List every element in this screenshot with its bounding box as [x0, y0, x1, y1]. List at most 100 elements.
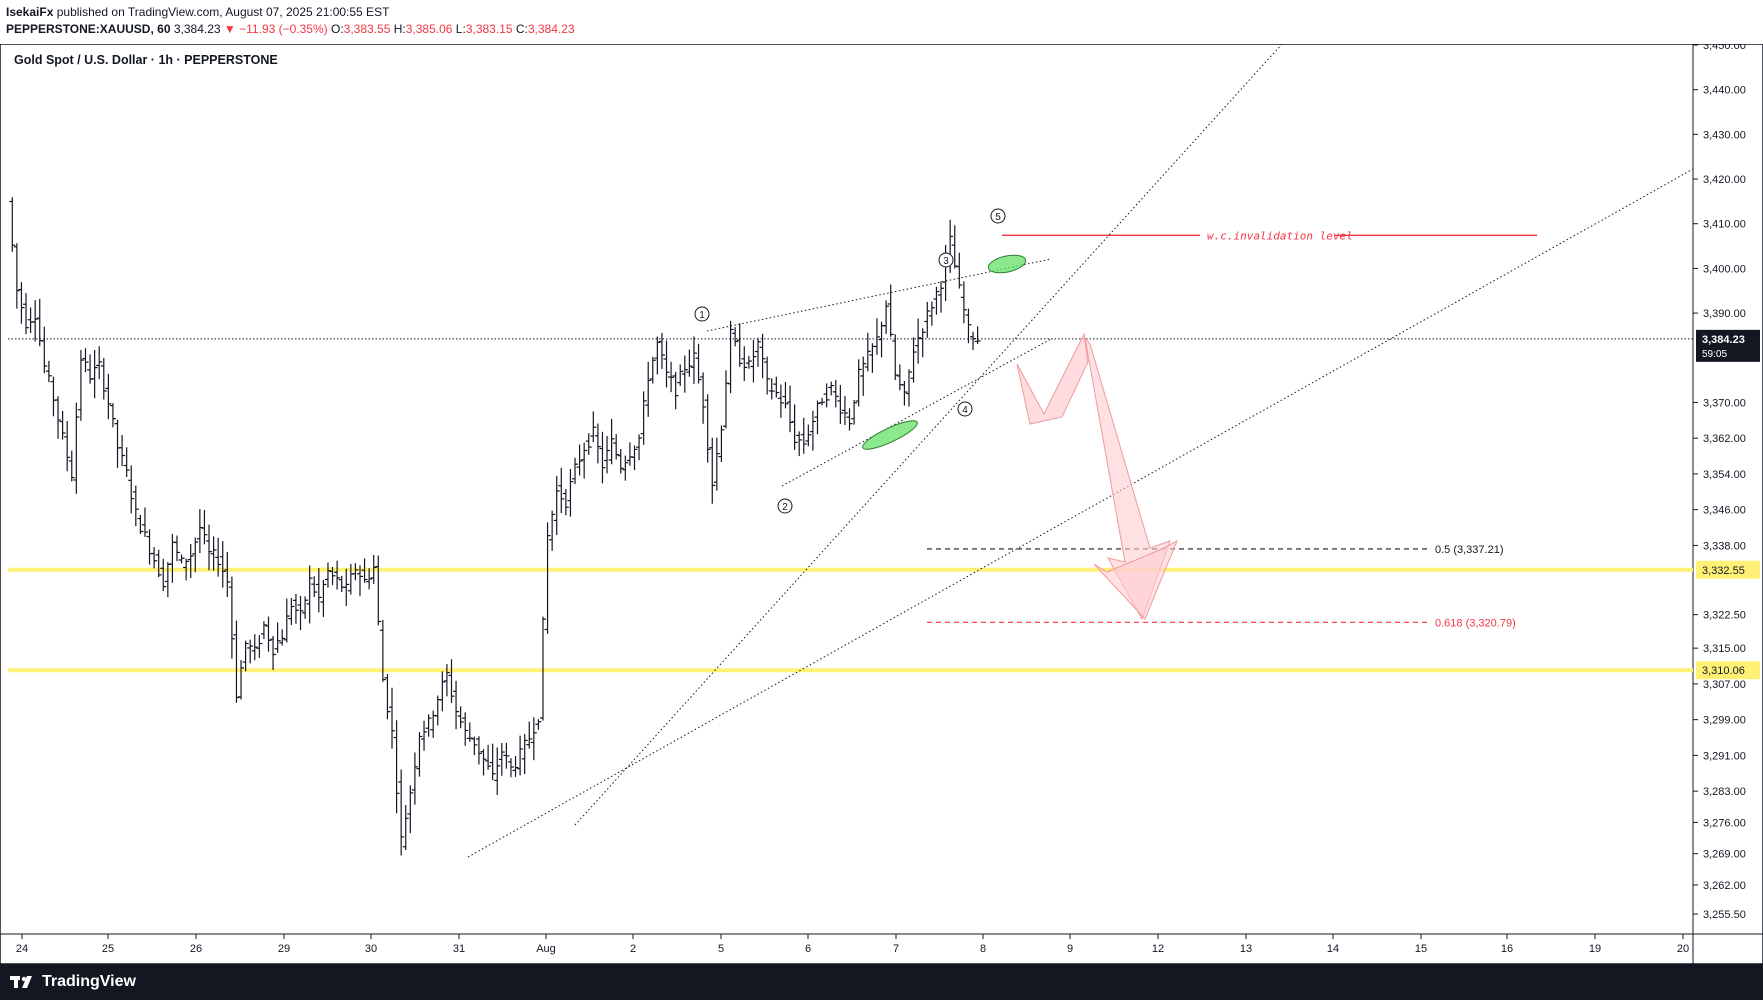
fib-0-618-label: 0.618 (3,320.79): [1435, 617, 1516, 629]
ohlc-bar: [315, 568, 322, 613]
ohlc-bar: [45, 360, 52, 383]
author-name[interactable]: IsekaiFx: [6, 5, 54, 19]
ohlc-bar: [764, 356, 771, 395]
green-ellipse-marker: [862, 420, 918, 450]
ohlc-bar: [645, 361, 652, 417]
ohlc-bar: [18, 282, 25, 324]
high-label: H:: [393, 22, 406, 36]
ohlc-bar: [640, 391, 647, 445]
ohlc-bar: [846, 408, 853, 431]
y-tick-label: 3,276.00: [1703, 817, 1746, 829]
chart-frame[interactable]: w.c.invalidation level 0.5 (3,337.21) 0.61…: [0, 44, 1763, 964]
ohlc-bar: [782, 381, 789, 409]
ohlc-bar: [951, 225, 958, 269]
ohlc-bar: [507, 758, 514, 778]
ohlc-bar: [82, 348, 89, 373]
published-text: published on TradingView.com, August 07,…: [56, 5, 390, 19]
ohlc-bar: [539, 616, 546, 721]
symbol-ohlc-line: PEPPERSTONE:XAUUSD, 60 3,384.23 ▼ −11.93…: [6, 22, 575, 36]
ohlc-bar: [851, 400, 858, 425]
projection-arrow-head: [1093, 539, 1178, 620]
ohlc-bar: [796, 431, 803, 457]
x-tick-label: 8: [980, 943, 986, 955]
wave-label-circle: [957, 401, 973, 417]
x-tick-label: 20: [1677, 943, 1689, 955]
ohlc-bar: [658, 332, 665, 369]
ohlc-bar: [210, 536, 217, 571]
ohlc-bar: [343, 568, 350, 607]
ohlc-bar: [649, 356, 656, 384]
ohlc-bar: [759, 333, 766, 379]
ohlc-bar: [636, 434, 643, 461]
ohlc-bar: [398, 769, 405, 856]
ohlc-bar: [206, 524, 213, 571]
y-tick-label: 3,420.00: [1703, 174, 1746, 186]
ohlc-bar: [617, 449, 624, 474]
low-value: 3,383.15: [465, 22, 513, 36]
chart-border: [0, 44, 1763, 964]
ohlc-bar: [686, 349, 693, 377]
ohlc-bar: [892, 334, 899, 380]
ohlc-bar: [594, 423, 601, 464]
ohlc-bar: [681, 355, 688, 393]
ohlc-bar: [215, 537, 222, 577]
ohlc-bar: [9, 197, 16, 252]
ohlc-bar: [727, 320, 734, 394]
ohlc-bar: [288, 598, 295, 626]
ohlc-bar: [73, 402, 80, 494]
ohlc-bar: [544, 522, 551, 634]
ohlc-bar: [915, 318, 922, 364]
ohlc-bar: [352, 563, 359, 581]
ohlc-bar: [370, 555, 377, 584]
price-chart[interactable]: w.c.invalidation level 0.5 (3,337.21) 0.61…: [0, 44, 1763, 964]
symbol-name: PEPPERSTONE:XAUUSD, 60: [6, 22, 171, 36]
ohlc-bar: [219, 541, 226, 588]
green-ellipse-marker: [987, 254, 1027, 274]
wave-label-circle: [990, 208, 1006, 224]
ohlc-bar: [137, 514, 144, 535]
ohlc-bar: [485, 744, 492, 770]
ohlc-bar: [173, 535, 180, 562]
y-tick-label: 3,410.00: [1703, 219, 1746, 231]
wave-label-circle: [777, 498, 793, 514]
low-label: L:: [455, 22, 466, 36]
ohlc-bar: [613, 434, 620, 460]
ohlc-bar: [549, 510, 556, 551]
ohlc-bar: [599, 431, 606, 484]
ohlc-bar: [128, 465, 135, 514]
y-tick-label: 3,338.00: [1703, 540, 1746, 552]
ohlc-bar: [379, 619, 386, 682]
ohlc-bar: [306, 565, 313, 624]
ohlc-bar: [283, 598, 290, 643]
ohlc-bar: [585, 433, 592, 455]
ohlc-bar: [631, 445, 638, 471]
ohlc-bar: [274, 622, 281, 653]
x-tick-label: 24: [16, 943, 28, 955]
ohlc-bar: [151, 547, 158, 569]
x-tick-label: 12: [1152, 943, 1164, 955]
wedge-lower-line: [781, 338, 1052, 487]
ohlc-bar: [526, 721, 533, 749]
ohlc-bar: [247, 639, 254, 664]
y-tick-label: 3,315.00: [1703, 643, 1746, 655]
tradingview-logo[interactable]: TradingView: [10, 972, 136, 992]
ohlc-bar: [709, 437, 716, 504]
ohlc-bar: [389, 687, 396, 749]
wave-label-1: 1: [699, 310, 705, 321]
support-price-label: 3,332.55: [1702, 565, 1745, 577]
x-tick-label: 15: [1415, 943, 1427, 955]
ohlc-bar: [576, 444, 583, 476]
ohlc-bar: [91, 350, 98, 399]
ohlc-bar: [562, 488, 569, 516]
wave-label-4: 4: [962, 405, 968, 416]
ohlc-bar: [777, 384, 784, 418]
ohlc-bar: [96, 346, 103, 380]
ohlc-bar: [105, 373, 112, 420]
ohlc-bar: [324, 562, 331, 588]
ohlc-bar: [736, 323, 743, 367]
ohlc-bar: [956, 252, 963, 289]
ohlc-bar: [109, 403, 116, 428]
ohlc-bar: [887, 284, 894, 337]
ohlc-bar: [860, 356, 867, 396]
ohlc-bar: [439, 671, 446, 712]
